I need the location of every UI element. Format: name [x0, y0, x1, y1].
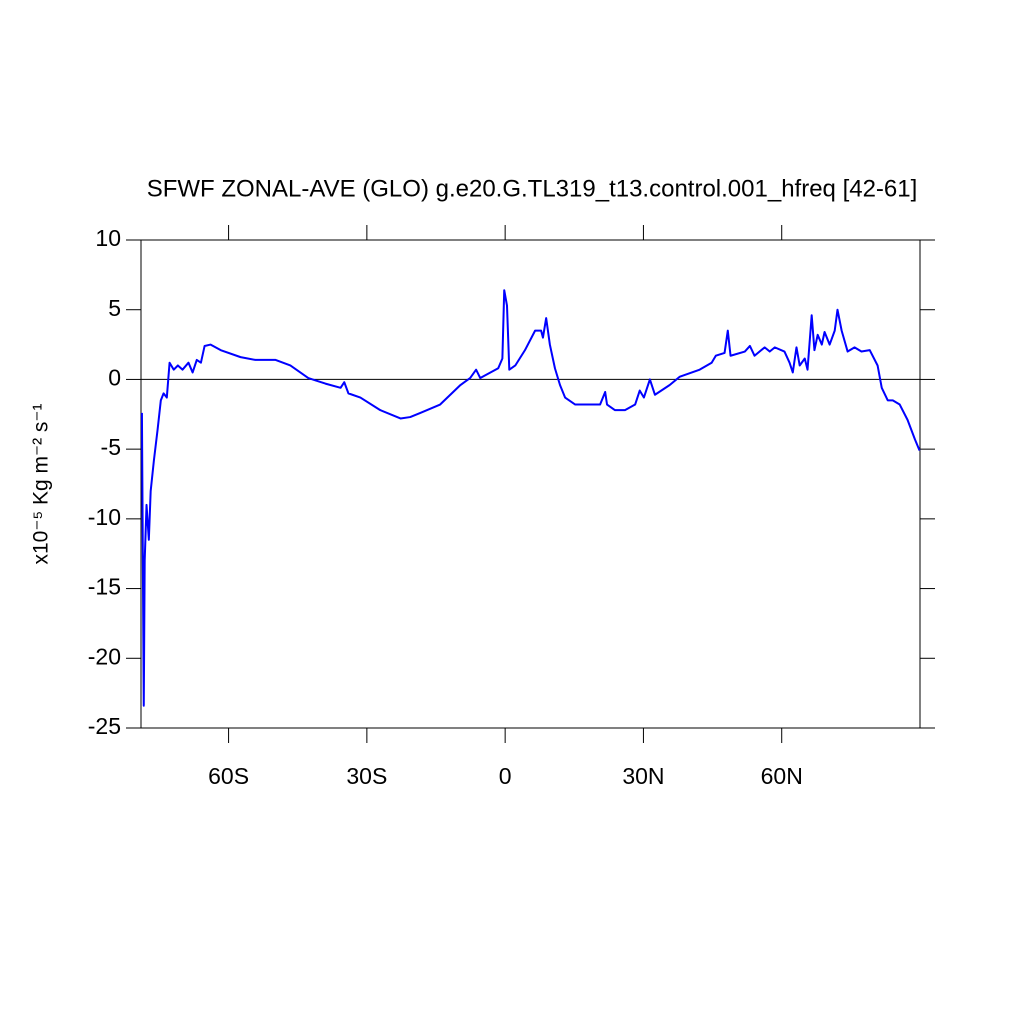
y-tick-label: -25 — [88, 713, 121, 739]
y-tick-label: 10 — [95, 225, 121, 251]
y-axis-label: x10⁻⁵ Kg m⁻² s⁻¹ — [30, 404, 53, 565]
x-tick-label: 30N — [622, 763, 664, 789]
x-tick-label: 30S — [346, 763, 387, 789]
x-tick-label: 0 — [499, 763, 512, 789]
y-tick-label: 0 — [108, 365, 121, 391]
data-line — [140, 289, 921, 707]
y-tick-label: 5 — [108, 295, 121, 321]
chart-title: SFWF ZONAL-AVE (GLO) g.e20.G.TL319_t13.c… — [147, 175, 918, 202]
x-tick-label: 60N — [761, 763, 803, 789]
y-tick-label: -10 — [88, 504, 121, 530]
y-tick-label: -20 — [88, 643, 121, 669]
x-tick-label: 60S — [208, 763, 249, 789]
plot-frame — [140, 239, 921, 729]
y-tick-label: -5 — [101, 434, 121, 460]
y-tick-label: -15 — [88, 574, 121, 600]
